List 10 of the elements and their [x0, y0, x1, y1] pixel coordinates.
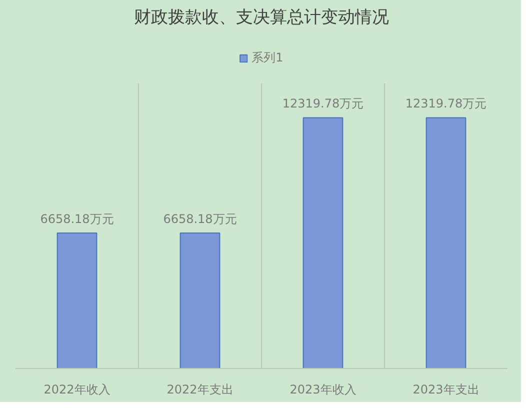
data-label: 12319.78万元 [405, 96, 487, 111]
legend-label: 系列1 [252, 49, 284, 66]
data-label: 12319.78万元 [282, 96, 364, 111]
x-tick-label: 2022年收入 [44, 382, 110, 396]
x-tick-label: 2023年收入 [290, 382, 356, 396]
x-tick-label: 2022年支出 [166, 382, 234, 396]
data-label: 6658.18万元 [163, 212, 237, 226]
data-label: 6658.18万元 [40, 212, 114, 226]
x-tick-label: 2023年支出 [412, 382, 480, 396]
chart-title: 财政拨款收、支决算总计变动情况 [134, 8, 389, 28]
